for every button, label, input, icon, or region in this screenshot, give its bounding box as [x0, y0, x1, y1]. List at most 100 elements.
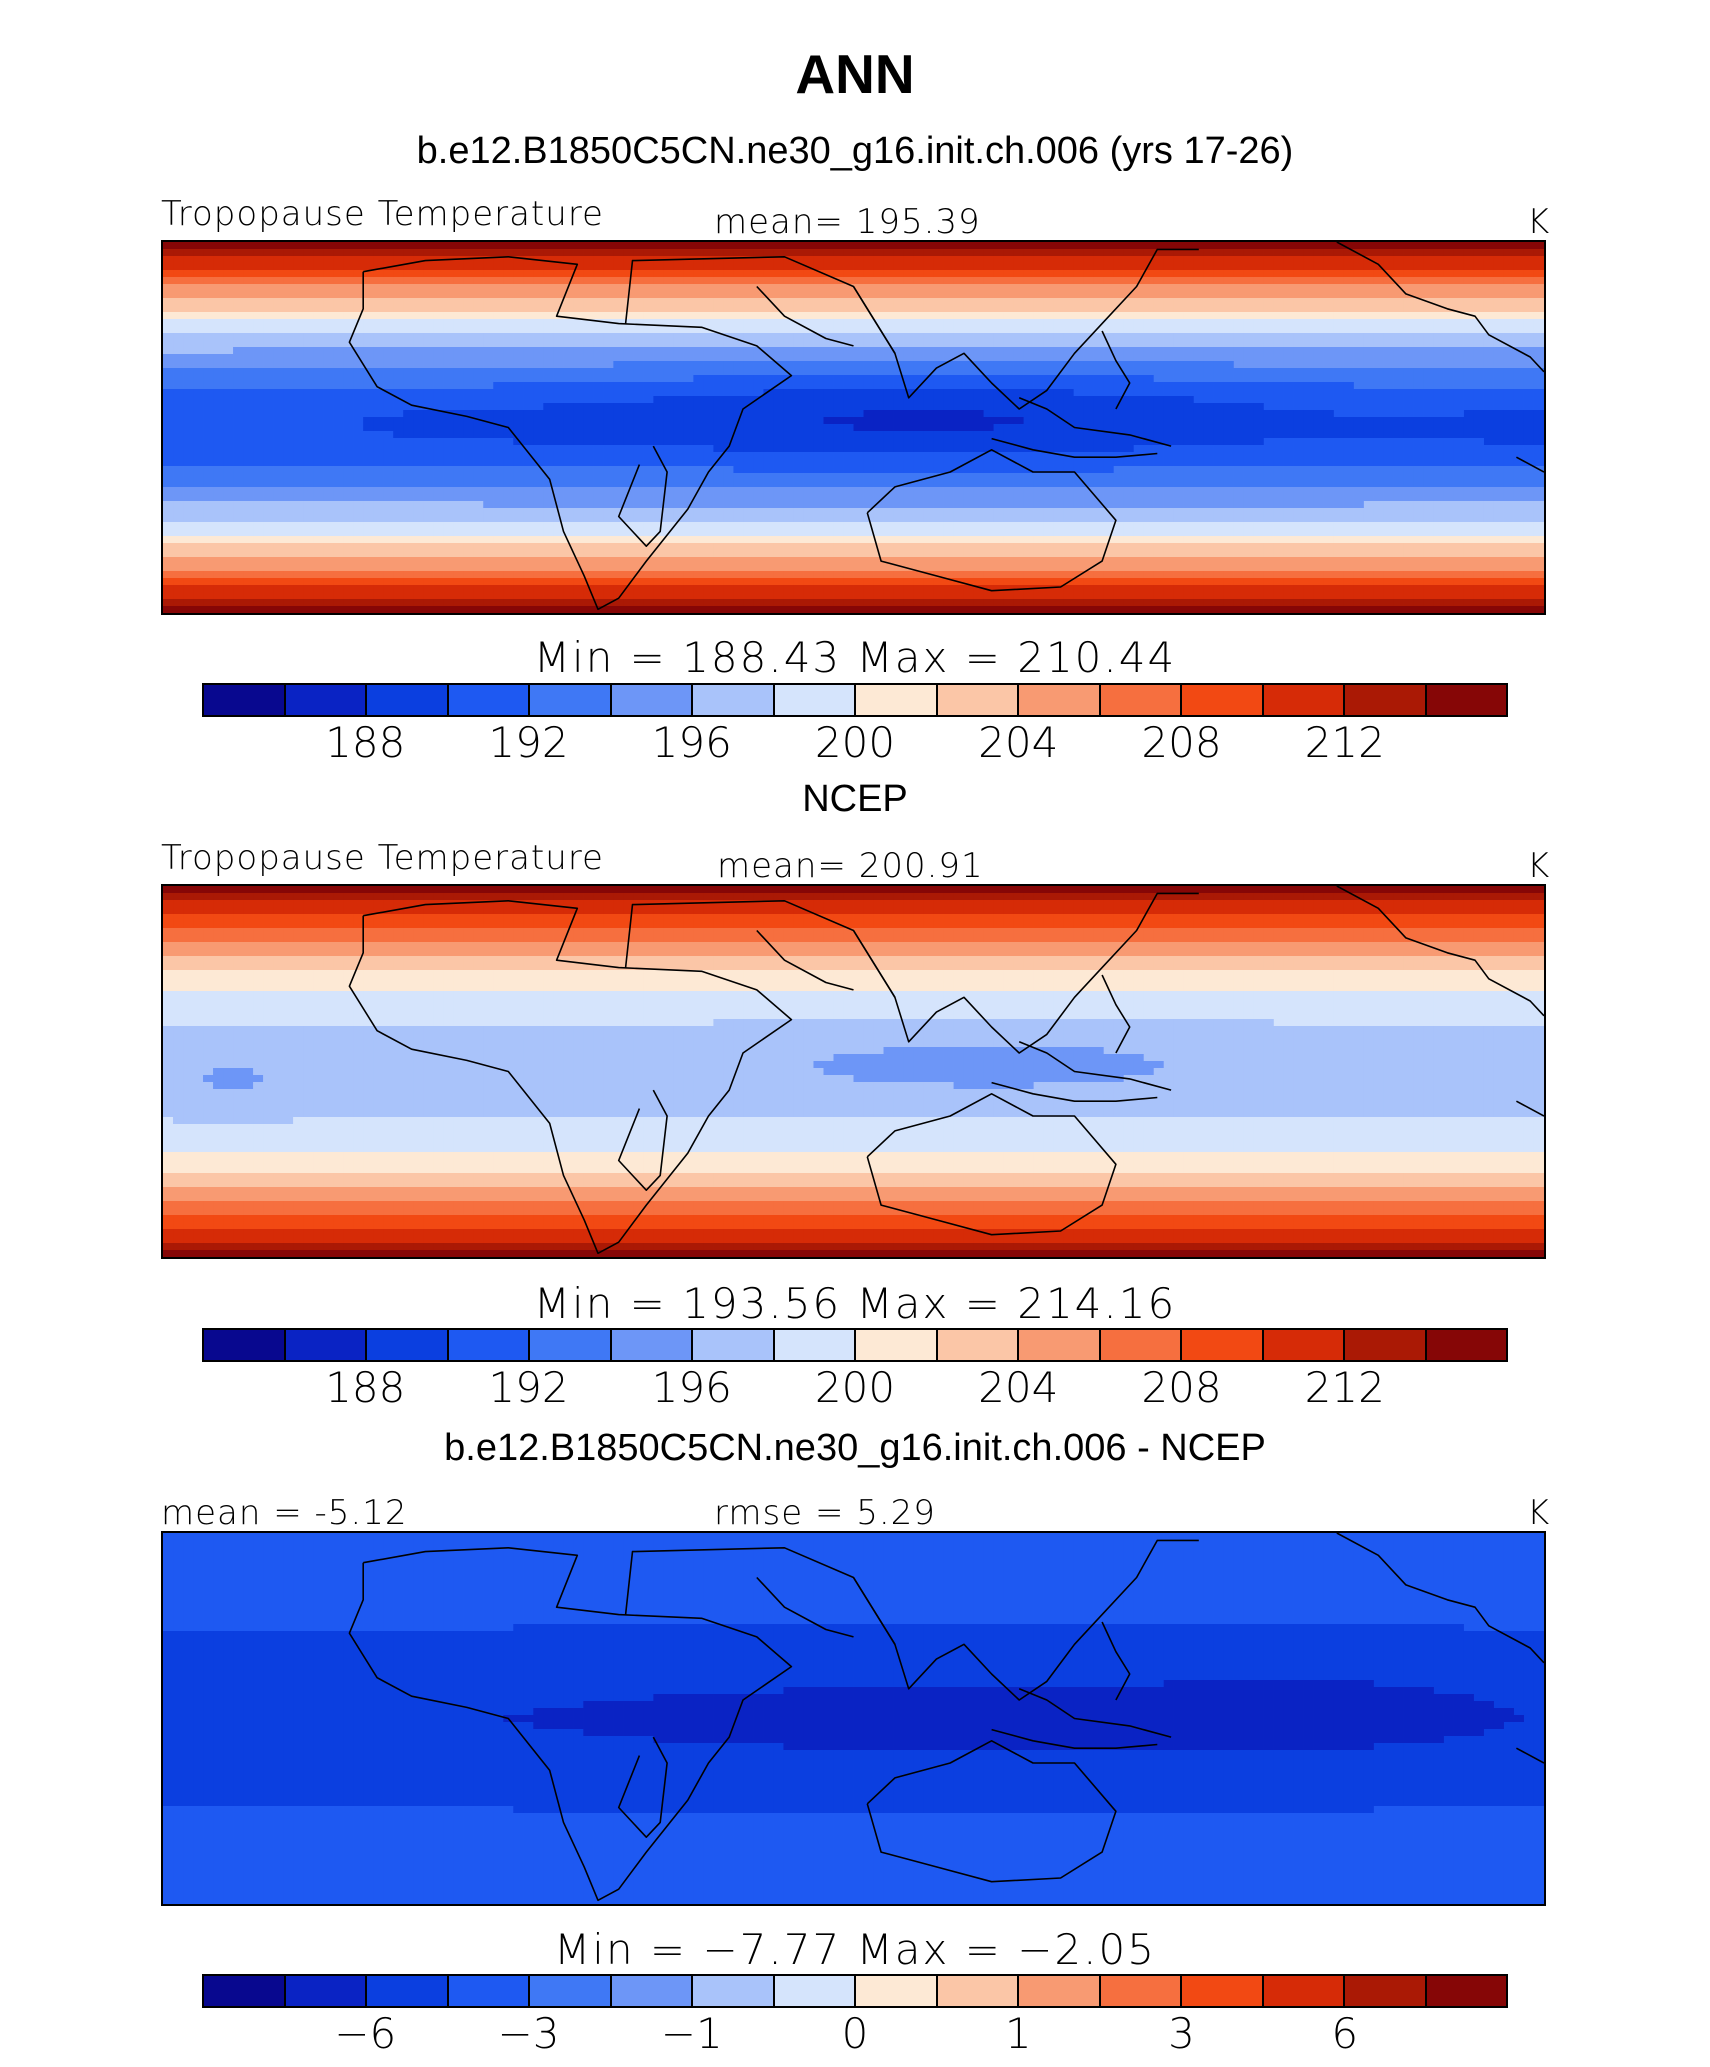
colorbar-swatch	[448, 1330, 530, 1360]
colorbar-swatch	[530, 1976, 612, 2006]
colorbar-swatch	[937, 685, 1019, 715]
colorbar-swatch	[1263, 685, 1345, 715]
colorbar-swatch	[1263, 1976, 1345, 2006]
colorbar-swatch	[1426, 685, 1506, 715]
panel-1-subtitle: b.e12.B1850C5CN.ne30_g16.init.ch.006 (yr…	[0, 130, 1710, 173]
panel-2-mean-label: mean= 200.91	[717, 846, 984, 886]
colorbar-swatch	[774, 1330, 856, 1360]
colorbar-swatch	[530, 685, 612, 715]
coastline	[852, 930, 896, 998]
coastline	[1101, 974, 1131, 1054]
coastline	[1101, 1621, 1131, 1701]
colorbar-swatch	[693, 1976, 775, 2006]
colorbar-swatch	[693, 685, 775, 715]
coastline	[991, 1081, 1158, 1102]
colorbar-swatch	[693, 1330, 775, 1360]
colorbar-swatch	[448, 1976, 530, 2006]
panel-3-subtitle: b.e12.B1850C5CN.ne30_g16.init.ch.006 - N…	[0, 1427, 1710, 1470]
colorbar-swatch	[611, 1330, 693, 1360]
colorbar-tick-label: 208	[1112, 1363, 1252, 1412]
colorbar-swatch	[367, 685, 449, 715]
coastline	[624, 1539, 1199, 1701]
coastline	[348, 256, 793, 611]
coastline	[624, 248, 1199, 410]
colorbar-tick-label: 204	[948, 718, 1088, 767]
colorbar-swatch	[1182, 1976, 1264, 2006]
coastline	[1516, 456, 1544, 473]
panel-2-colorbar	[202, 1328, 1508, 1362]
colorbar-tick-label: 196	[622, 1363, 762, 1412]
colorbar-swatch	[856, 1330, 938, 1360]
colorbar-swatch	[285, 1976, 367, 2006]
coastline	[1018, 1688, 1172, 1738]
panel-2-map	[161, 884, 1546, 1259]
colorbar-swatch	[285, 1330, 367, 1360]
panel-1-units-label: K	[1527, 202, 1550, 242]
colorbar-swatch	[204, 1976, 286, 2006]
colorbar-swatch	[204, 1330, 286, 1360]
colorbar-swatch	[1182, 685, 1264, 715]
colorbar-swatch	[448, 685, 530, 715]
colorbar-tick-label: 0	[785, 2009, 925, 2058]
coastline	[1336, 1533, 1544, 1664]
colorbar-swatch	[1345, 1330, 1427, 1360]
colorbar-tick-label: 6	[1275, 2009, 1415, 2058]
colorbar-tick-label: 188	[295, 1363, 435, 1412]
colorbar-swatch	[1263, 1330, 1345, 1360]
coastline	[348, 900, 793, 1255]
colorbar-swatch	[1100, 1976, 1182, 2006]
coastline	[1516, 1100, 1544, 1117]
coastline	[866, 449, 1117, 592]
panel-1-minmax: Min = 188.43 Max = 210.44	[0, 633, 1710, 682]
colorbar-tick-label: 192	[459, 1363, 599, 1412]
colorbar-swatch	[774, 1976, 856, 2006]
colorbar-swatch	[937, 1976, 1019, 2006]
colorbar-swatch	[204, 685, 286, 715]
colorbar-swatch	[774, 685, 856, 715]
coastline	[1101, 330, 1131, 410]
colorbar-swatch	[1019, 1330, 1101, 1360]
colorbar-swatch	[285, 685, 367, 715]
panel-3-colorbar	[202, 1974, 1508, 2008]
colorbar-swatch	[1426, 1330, 1506, 1360]
coastline	[1336, 886, 1544, 1017]
coastline	[617, 1736, 668, 1839]
coastline	[1336, 242, 1544, 373]
coastline	[617, 445, 668, 548]
colorbar-swatch	[1345, 685, 1427, 715]
colorbar-tick-label: −6	[295, 2009, 435, 2058]
colorbar-swatch	[1426, 1976, 1506, 2006]
colorbar-swatch	[367, 1976, 449, 2006]
colorbar-swatch	[367, 1330, 449, 1360]
coastline	[756, 285, 854, 347]
coastline	[852, 1577, 896, 1645]
figure-title: ANN	[0, 42, 1710, 106]
coastline	[756, 929, 854, 991]
colorbar-swatch	[1182, 1330, 1264, 1360]
colorbar-swatch	[856, 685, 938, 715]
colorbar-tick-label: 200	[785, 1363, 925, 1412]
colorbar-tick-label: 212	[1275, 1363, 1415, 1412]
panel-3-units-label: K	[1527, 1493, 1550, 1533]
colorbar-swatch	[1345, 1976, 1427, 2006]
coastline	[1018, 1041, 1172, 1091]
panel-2-minmax: Min = 193.56 Max = 214.16	[0, 1279, 1710, 1328]
colorbar-tick-label: 188	[295, 718, 435, 767]
colorbar-tick-label: 200	[785, 718, 925, 767]
colorbar-tick-label: −3	[459, 2009, 599, 2058]
panel-3-minmax: Min = −7.77 Max = −2.05	[0, 1925, 1710, 1974]
panel-3-mean-label: mean = -5.12	[161, 1493, 408, 1533]
panel-3-map	[161, 1531, 1546, 1906]
coastline	[991, 1728, 1158, 1749]
colorbar-swatch	[1100, 685, 1182, 715]
coastline	[866, 1093, 1117, 1236]
panel-2-units-label: K	[1527, 846, 1550, 886]
panel-3-rmse-label: rmse = 5.29	[714, 1493, 936, 1533]
colorbar-tick-label: −1	[622, 2009, 762, 2058]
colorbar-swatch	[1019, 685, 1101, 715]
colorbar-swatch	[1019, 1976, 1101, 2006]
colorbar-tick-label: 212	[1275, 718, 1415, 767]
panel-1-colorbar	[202, 683, 1508, 717]
colorbar-swatch	[611, 1976, 693, 2006]
panel-2-subtitle: NCEP	[0, 778, 1710, 821]
